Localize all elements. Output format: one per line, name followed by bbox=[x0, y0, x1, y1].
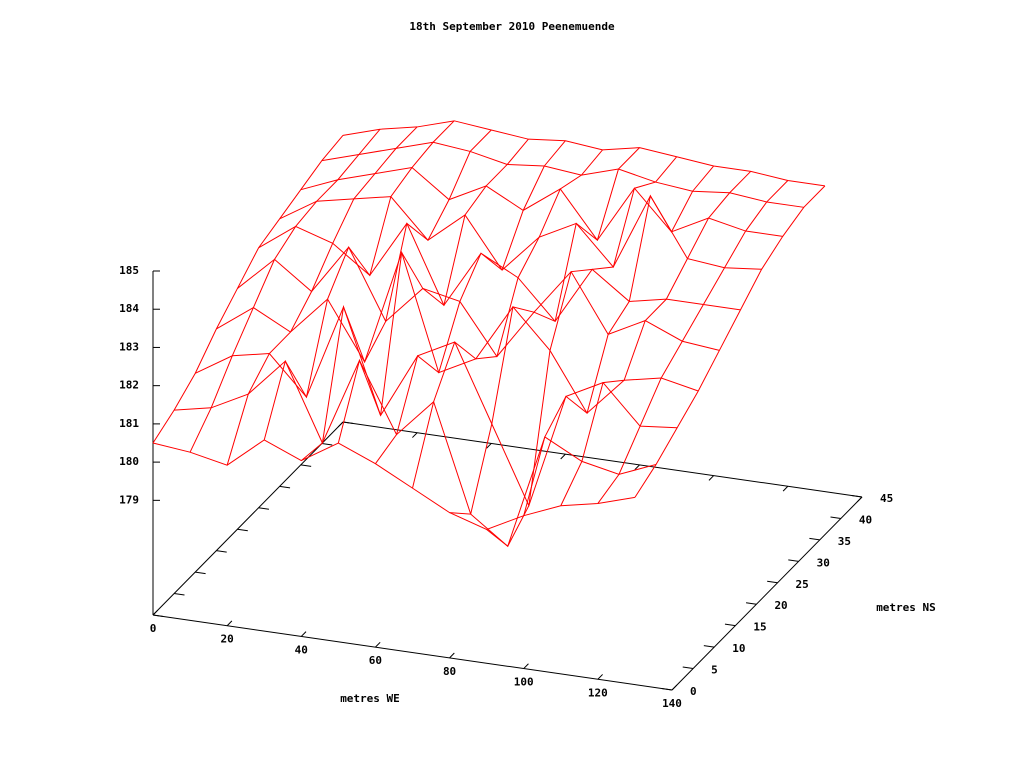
y-tick-label: 25 bbox=[796, 578, 809, 591]
y-tick-label: 35 bbox=[838, 535, 851, 548]
z-tick-label: 185 bbox=[119, 264, 139, 277]
z-tick-label: 181 bbox=[119, 417, 139, 430]
z-tick-label: 183 bbox=[119, 340, 139, 353]
mesh-row bbox=[342, 120, 826, 187]
mesh-column bbox=[226, 126, 418, 466]
base-edge bbox=[152, 421, 344, 616]
y-tick bbox=[342, 421, 354, 424]
y-tick-label: 20 bbox=[774, 599, 787, 612]
y-tick-label: 15 bbox=[753, 621, 766, 634]
mesh-column bbox=[486, 156, 678, 547]
x-tick bbox=[523, 663, 529, 669]
x-tick bbox=[449, 652, 455, 659]
mesh-row bbox=[300, 167, 783, 242]
y-tick bbox=[216, 550, 227, 553]
y-tick bbox=[724, 623, 736, 627]
x-tick-label: 100 bbox=[514, 676, 534, 689]
y-tick bbox=[767, 580, 778, 584]
mesh-column bbox=[597, 180, 789, 504]
y-tick bbox=[321, 442, 333, 446]
chart-title: 18th September 2010 Peenemuende bbox=[409, 20, 615, 33]
z-tick-label: 182 bbox=[119, 379, 139, 392]
x-axis bbox=[152, 614, 673, 691]
y-tick-label: 30 bbox=[817, 556, 830, 569]
y-tick bbox=[279, 485, 291, 489]
x-tick bbox=[486, 443, 492, 449]
x-tick-label: 80 bbox=[443, 665, 456, 678]
x-tick bbox=[337, 421, 344, 428]
x-tick bbox=[375, 641, 381, 648]
mesh-row bbox=[195, 305, 678, 508]
mesh-column bbox=[375, 140, 566, 464]
x-tick bbox=[152, 609, 159, 616]
x-tick bbox=[597, 674, 603, 680]
base-edge bbox=[342, 421, 863, 498]
x-tick bbox=[634, 464, 640, 471]
x-axis-label: metres WE bbox=[340, 692, 400, 705]
y-tick bbox=[237, 528, 248, 532]
mesh-row bbox=[321, 141, 804, 208]
mesh-column bbox=[634, 185, 826, 498]
mesh-row bbox=[174, 359, 657, 548]
y-tick bbox=[745, 602, 757, 605]
mesh-column bbox=[523, 165, 715, 516]
mesh-column bbox=[412, 149, 603, 489]
y-tick bbox=[703, 645, 715, 648]
z-tick-label: 180 bbox=[119, 455, 139, 468]
x-tick bbox=[300, 631, 307, 637]
y-tick bbox=[788, 559, 799, 562]
x-tick-label: 40 bbox=[295, 643, 308, 656]
x-tick bbox=[226, 620, 233, 627]
mesh-row bbox=[258, 222, 741, 323]
mesh-column bbox=[337, 138, 529, 444]
mesh-column bbox=[263, 120, 455, 441]
y-tick-label: 5 bbox=[711, 664, 718, 677]
mesh-column bbox=[449, 147, 640, 515]
y-tick-label: 45 bbox=[880, 492, 893, 505]
mesh-column bbox=[152, 135, 344, 444]
x-tick-label: 140 bbox=[662, 697, 682, 710]
mesh-row bbox=[237, 246, 720, 358]
x-tick bbox=[671, 684, 678, 691]
y-tick-label: 10 bbox=[732, 642, 745, 655]
y-tick bbox=[851, 495, 863, 498]
mesh-column bbox=[560, 170, 752, 506]
x-tick-label: 20 bbox=[221, 633, 234, 646]
y-tick bbox=[258, 507, 270, 510]
x-tick bbox=[856, 496, 863, 503]
x-tick-label: 60 bbox=[369, 654, 382, 667]
mesh-row bbox=[216, 250, 699, 414]
mesh-row bbox=[279, 194, 762, 271]
x-tick bbox=[708, 475, 715, 481]
y-tick-label: 0 bbox=[690, 685, 697, 698]
x-tick bbox=[782, 485, 789, 492]
x-tick-label: 120 bbox=[588, 686, 608, 699]
y-tick bbox=[300, 464, 312, 467]
y-tick bbox=[682, 666, 694, 670]
y-tick bbox=[809, 537, 820, 541]
y-tick bbox=[830, 516, 841, 519]
mesh-row bbox=[152, 439, 636, 530]
y-axis-label: metres NS bbox=[876, 601, 936, 614]
y-tick bbox=[195, 571, 206, 575]
y-tick-label: 40 bbox=[859, 513, 872, 526]
y-tick bbox=[152, 614, 164, 617]
y-tick bbox=[661, 688, 673, 691]
y-axis bbox=[671, 496, 863, 691]
x-tick-label: 0 bbox=[150, 622, 157, 635]
z-tick-label: 184 bbox=[119, 302, 139, 315]
x-tick bbox=[412, 432, 418, 438]
x-tick bbox=[560, 453, 566, 460]
mesh-column bbox=[189, 128, 381, 453]
z-tick-label: 179 bbox=[119, 493, 139, 506]
mesh-column bbox=[300, 129, 492, 461]
y-tick bbox=[174, 593, 185, 596]
